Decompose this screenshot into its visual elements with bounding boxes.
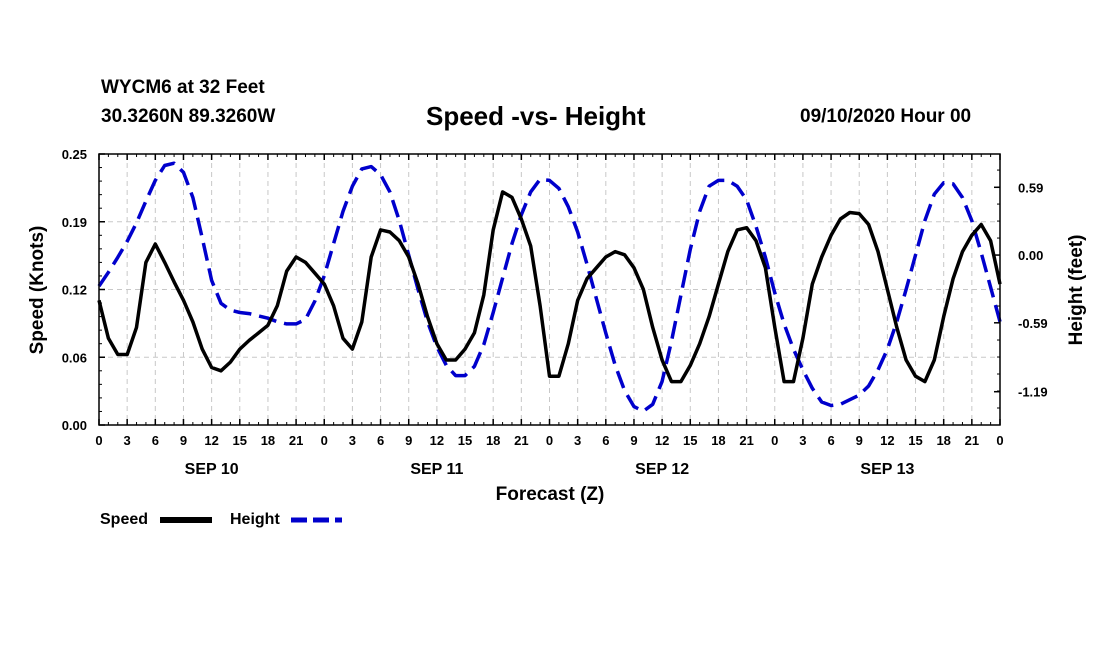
- y2-tick-label: -0.59: [1018, 316, 1048, 331]
- y2-tick-label: -1.19: [1018, 385, 1048, 400]
- x-tick-label: 15: [233, 433, 247, 448]
- axes: [98, 153, 1001, 426]
- x-tick-label: 3: [799, 433, 806, 448]
- y-tick-label: 0.06: [62, 350, 87, 365]
- day-label: SEP 11: [410, 461, 463, 478]
- speed-line: [97, 190, 1002, 384]
- y-tick-label: 0.12: [62, 283, 87, 298]
- coordinates-label: 30.3260N 89.3260W: [101, 106, 276, 127]
- x-tick-label: 3: [574, 433, 581, 448]
- height-series: [97, 161, 1002, 413]
- legend-speed-label: Speed: [100, 511, 148, 528]
- x-tick-label: 9: [856, 433, 863, 448]
- speed-series: [97, 190, 1002, 384]
- day-label: SEP 10: [185, 461, 239, 478]
- x-tick-label: 0: [321, 433, 328, 448]
- height-line: [97, 161, 1002, 413]
- x-tick-label: 0: [771, 433, 778, 448]
- y2-axis-title: Height (feet): [1066, 235, 1087, 346]
- day-label: SEP 12: [635, 461, 689, 478]
- x-tick-label: 12: [880, 433, 894, 448]
- day-label: SEP 13: [860, 461, 914, 478]
- tick-labels: 0 3 6 9 12 15 18 21 0 3 6 9 12 15 18 21 0 3 6 9 12 15 18 21 0 3 6 9…: [62, 147, 1048, 478]
- y-axis-title: Speed (Knots): [27, 226, 48, 355]
- x-tick-label: 6: [827, 433, 834, 448]
- gridlines: [99, 154, 1000, 425]
- x-tick-label: 0: [546, 433, 553, 448]
- x-tick-label: 21: [514, 433, 528, 448]
- x-tick-label: 6: [377, 433, 384, 448]
- x-tick-label: 3: [349, 433, 356, 448]
- y-tick-label: 0.00: [62, 418, 87, 433]
- y2-tick-label: 0.59: [1018, 180, 1043, 195]
- x-tick-label: 18: [486, 433, 500, 448]
- x-tick-label: 6: [152, 433, 159, 448]
- y2-tick-label: 0.00: [1018, 248, 1043, 263]
- x-tick-label: 21: [739, 433, 753, 448]
- x-tick-label: 9: [405, 433, 412, 448]
- station-label: WYCM6 at 32 Feet: [101, 77, 265, 98]
- x-tick-label: 9: [180, 433, 187, 448]
- chart-title: Speed -vs- Height: [426, 101, 646, 131]
- x-tick-label: 18: [711, 433, 725, 448]
- forecast-datetime: 09/10/2020 Hour 00: [800, 106, 972, 127]
- x-tick-label: 9: [630, 433, 637, 448]
- x-tick-label: 12: [204, 433, 218, 448]
- x-tick-label: 15: [683, 433, 697, 448]
- x-tick-label: 18: [936, 433, 950, 448]
- y-tick-label: 0.25: [62, 147, 87, 162]
- x-tick-label: 21: [965, 433, 979, 448]
- x-tick-label: 0: [95, 433, 102, 448]
- x-tick-label: 12: [655, 433, 669, 448]
- y-tick-label: 0.19: [62, 215, 87, 230]
- legend-height-label: Height: [230, 511, 280, 528]
- x-axis-title: Forecast (Z): [496, 484, 605, 505]
- x-tick-label: 15: [458, 433, 472, 448]
- x-tick-label: 21: [289, 433, 303, 448]
- x-tick-label: 12: [430, 433, 444, 448]
- x-tick-label: 6: [602, 433, 609, 448]
- x-tick-label: 3: [124, 433, 131, 448]
- x-tick-label: 15: [908, 433, 922, 448]
- x-tick-label: 18: [261, 433, 275, 448]
- x-tick-label: 0: [996, 433, 1003, 448]
